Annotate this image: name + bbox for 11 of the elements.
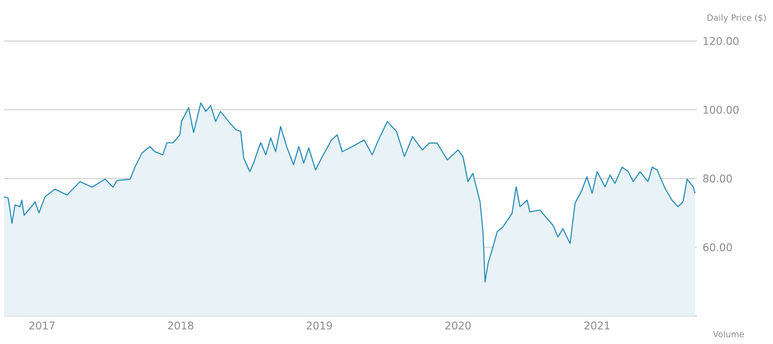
y-tick-label: 80.00 <box>703 174 732 182</box>
text: Volume <box>712 330 744 338</box>
x-tick-label: 2018 <box>168 322 194 330</box>
x-tick-label: 2020 <box>445 322 471 330</box>
y-tick-label: 100.00 <box>704 106 739 114</box>
y-axis-title: Daily Price ($) <box>708 14 766 22</box>
y-tick-label: 60.00 <box>703 243 732 252</box>
x-tick-label: 2017 <box>29 322 54 330</box>
y-tick-label: 120.00 <box>704 37 739 45</box>
x-tick-label: 2021 <box>584 322 610 330</box>
x-tick-label: 2019 <box>306 322 332 330</box>
